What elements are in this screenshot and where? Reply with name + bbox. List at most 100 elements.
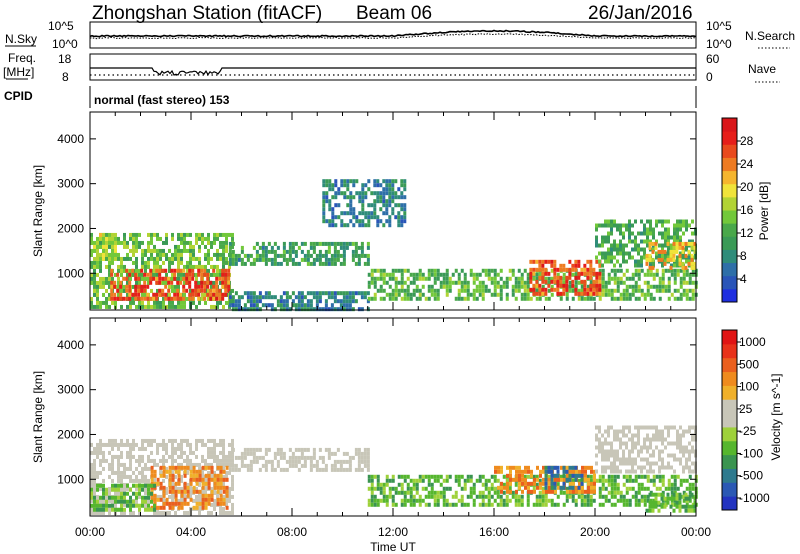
power-data xyxy=(90,179,698,312)
data-cell xyxy=(249,447,253,452)
data-cell xyxy=(676,259,679,264)
data-cell xyxy=(117,466,120,471)
data-cell xyxy=(322,183,326,188)
data-cell xyxy=(123,474,126,479)
data-cell xyxy=(349,199,353,204)
data-cell xyxy=(331,223,335,228)
data-cell xyxy=(466,288,470,293)
data-cell xyxy=(249,295,253,300)
data-cell xyxy=(246,307,250,312)
data-cell xyxy=(334,183,338,188)
data-cell xyxy=(171,256,174,261)
data-cell xyxy=(622,498,626,503)
data-cell xyxy=(598,425,601,430)
colorbar-swatch xyxy=(722,454,737,469)
data-cell xyxy=(318,307,322,312)
data-cell xyxy=(367,219,371,224)
data-cell xyxy=(150,288,153,293)
data-cell xyxy=(532,291,536,296)
data-cell xyxy=(607,255,610,260)
data-cell xyxy=(132,483,135,488)
data-cell xyxy=(661,478,665,483)
data-cell xyxy=(108,304,111,309)
data-cell xyxy=(114,256,117,261)
data-cell xyxy=(373,284,377,289)
data-cell xyxy=(466,494,470,499)
data-cell xyxy=(679,276,683,281)
data-cell xyxy=(625,461,628,466)
data-cell xyxy=(664,235,667,240)
data-cell xyxy=(213,485,217,490)
data-cell xyxy=(224,284,228,289)
data-cell xyxy=(430,284,434,289)
data-cell xyxy=(273,455,277,460)
data-cell xyxy=(515,473,518,478)
data-cell xyxy=(90,510,93,515)
data-cell xyxy=(568,271,572,276)
freq-tick-low: 8 xyxy=(62,70,69,84)
data-cell xyxy=(595,255,598,260)
data-cell xyxy=(153,256,156,261)
data-cell xyxy=(246,299,250,304)
data-cell xyxy=(342,245,346,250)
data-cell xyxy=(581,469,584,474)
data-cell xyxy=(556,275,560,280)
data-cell xyxy=(108,260,111,265)
data-cell xyxy=(182,276,186,281)
data-cell xyxy=(584,477,587,482)
colorbar-swatch xyxy=(722,118,737,132)
data-cell xyxy=(409,502,413,507)
data-cell xyxy=(619,498,623,503)
data-cell xyxy=(601,469,604,474)
data-cell xyxy=(221,276,225,281)
data-cell xyxy=(240,245,244,250)
data-cell xyxy=(421,474,425,479)
data-cell xyxy=(188,284,192,289)
data-cell xyxy=(676,263,679,268)
data-cell xyxy=(339,253,343,258)
data-cell xyxy=(541,287,545,292)
data-cell xyxy=(388,187,392,192)
data-cell xyxy=(252,261,256,266)
data-cell xyxy=(580,473,584,478)
data-cell xyxy=(595,287,599,292)
data-cell xyxy=(117,499,120,504)
data-cell xyxy=(156,442,159,447)
data-cell xyxy=(400,183,404,188)
data-cell xyxy=(536,465,539,470)
beam-title: Beam 06 xyxy=(356,3,432,24)
data-cell xyxy=(628,498,632,503)
data-cell xyxy=(643,255,646,260)
data-cell xyxy=(445,268,449,273)
data-cell xyxy=(685,429,688,434)
data-cell xyxy=(514,296,518,301)
data-cell xyxy=(373,296,377,301)
data-cell xyxy=(225,260,228,265)
data-cell xyxy=(366,261,370,266)
data-cell xyxy=(212,288,216,293)
data-cell xyxy=(108,462,111,467)
data-cell xyxy=(652,276,656,281)
data-cell xyxy=(682,292,686,297)
data-cell xyxy=(583,498,587,503)
data-cell xyxy=(643,498,647,503)
data-cell xyxy=(607,490,611,495)
data-cell xyxy=(484,284,488,289)
data-cell xyxy=(394,191,398,196)
data-cell xyxy=(478,292,482,297)
data-cell xyxy=(195,236,198,241)
data-cell xyxy=(640,247,643,252)
data-cell xyxy=(105,280,108,285)
data-cell xyxy=(619,292,623,297)
data-cell xyxy=(342,241,346,246)
data-cell xyxy=(165,469,169,474)
data-cell xyxy=(511,268,515,273)
data-cell xyxy=(228,486,231,491)
data-cell xyxy=(227,288,231,293)
data-cell xyxy=(291,463,295,468)
data-cell xyxy=(315,291,319,296)
data-cell xyxy=(144,486,147,491)
data-cell xyxy=(189,473,193,478)
data-cell xyxy=(655,239,658,244)
data-cell xyxy=(90,272,93,277)
